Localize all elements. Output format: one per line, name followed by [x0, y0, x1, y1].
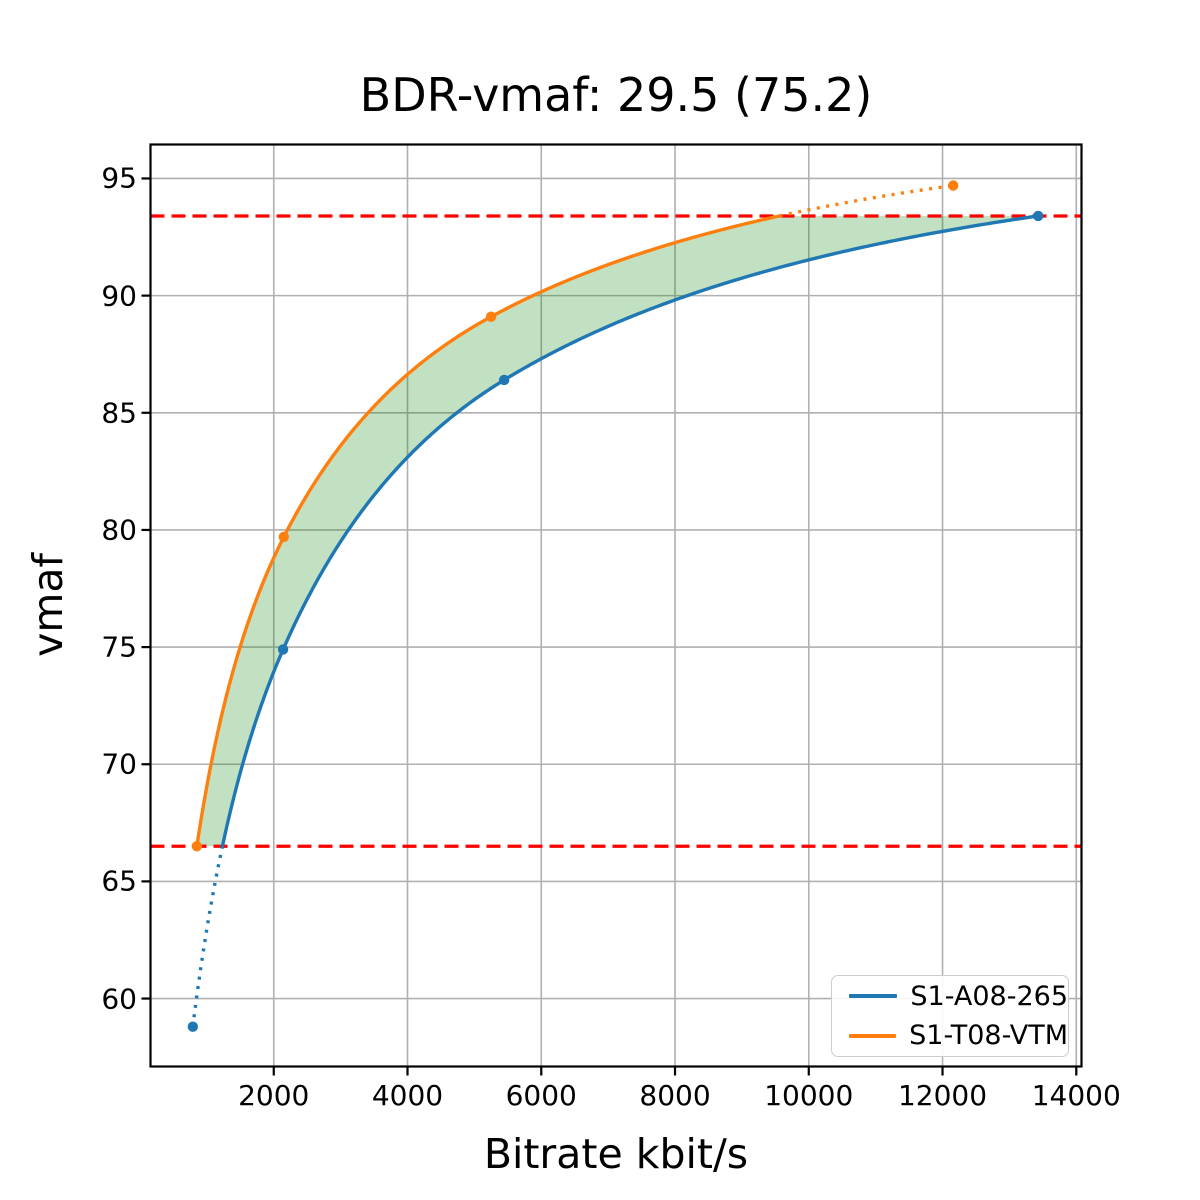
series-curve-S1-T08-VTM — [195, 214, 780, 847]
bd-integration-area — [196, 215, 1039, 847]
x-tick-label: 2000 — [238, 1079, 310, 1112]
data-point-S1-A08-265 — [277, 644, 289, 655]
data-point-S1-A08-265 — [1032, 210, 1044, 222]
y-tick-label: 90 — [101, 279, 137, 313]
y-tick-label: 65 — [101, 864, 137, 898]
series-curve-extrapolated-S1-A08-265 — [191, 845, 225, 1027]
legend: S1-A08-265 S1-T08-VTM — [831, 975, 1069, 1057]
plot-border — [149, 143, 1083, 1068]
legend-label-series-1: S1-T08-VTM — [909, 1020, 1068, 1052]
series-curve-S1-A08-265 — [220, 214, 1039, 847]
x-tick-label: 4000 — [371, 1079, 444, 1112]
data-point-S1-T08-VTM — [948, 180, 959, 191]
data-point-S1-T08-VTM — [485, 311, 497, 322]
x-tick-label: 14000 — [1031, 1079, 1121, 1112]
legend-entry: S1-T08-VTM — [832, 1017, 1068, 1055]
y-tick-label: 60 — [101, 982, 137, 1016]
y-tick-label: 95 — [101, 161, 137, 195]
legend-line-sample-series-0 — [849, 994, 898, 999]
x-tick-label: 10000 — [764, 1079, 854, 1112]
chart-title: BDR-vmaf: 29.5 (75.2) — [359, 68, 873, 122]
y-axis-label: vmaf — [24, 553, 72, 657]
x-axis-label: Bitrate kbit/s — [483, 1130, 749, 1178]
y-tick-label: 75 — [101, 630, 137, 664]
legend-label-series-0: S1-A08-265 — [910, 980, 1068, 1012]
data-point-S1-A08-265 — [498, 374, 510, 386]
data-point-S1-T08-VTM — [191, 841, 203, 852]
x-tick-label: 8000 — [639, 1079, 711, 1112]
series-curve-extrapolated-S1-T08-VTM — [779, 183, 954, 218]
x-tick-label: 6000 — [505, 1079, 577, 1112]
data-point-S1-A08-265 — [187, 1021, 199, 1032]
legend-entry: S1-A08-265 — [832, 977, 1068, 1015]
x-tick-label: 12000 — [897, 1079, 988, 1112]
y-tick-label: 85 — [101, 396, 137, 430]
legend-line-sample-series-1 — [849, 1033, 897, 1038]
y-tick-label: 70 — [101, 747, 137, 781]
y-tick-label: 80 — [101, 513, 137, 547]
data-point-S1-T08-VTM — [278, 531, 289, 543]
